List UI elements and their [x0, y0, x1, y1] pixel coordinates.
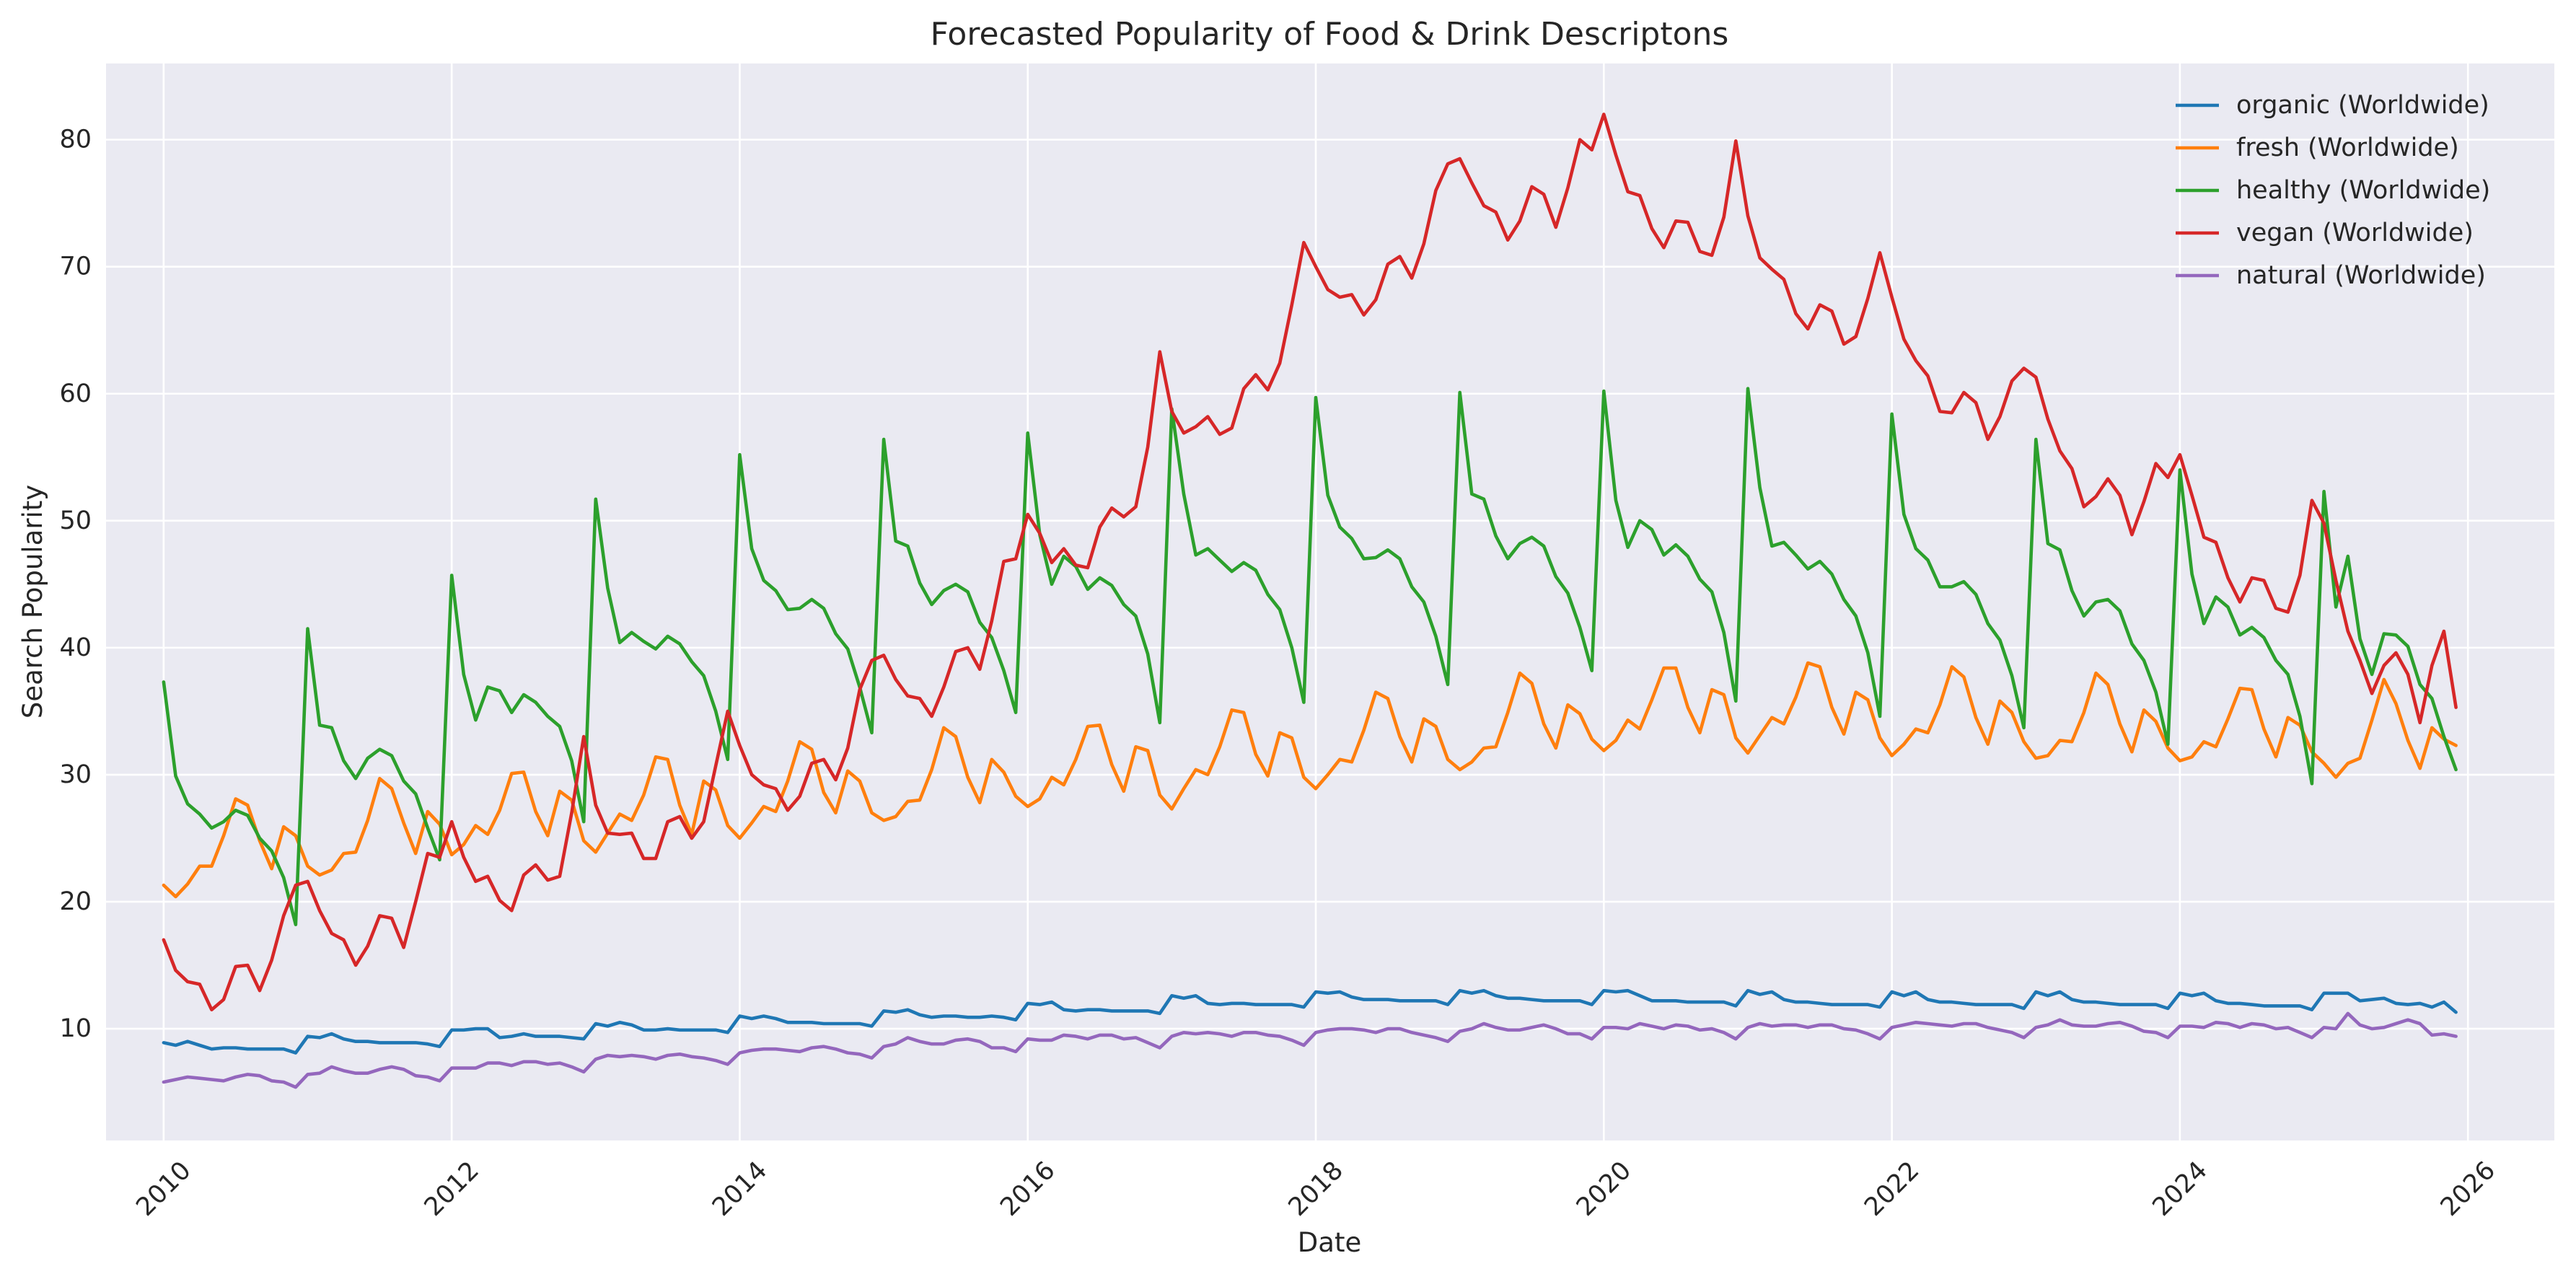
series-layer [162, 113, 2458, 1089]
series-line-4 [162, 1011, 2458, 1089]
series-line-3 [162, 113, 2458, 1011]
y-tick-label: 10 [59, 1014, 92, 1043]
y-tick-label: 60 [59, 379, 92, 408]
legend: organic (Worldwide) fresh (Worldwide) heal… [2176, 91, 2490, 290]
y-tick-label: 30 [59, 760, 92, 789]
y-tick-label: 80 [59, 126, 92, 154]
legend-label-1: fresh (Worldwide) [2236, 133, 2459, 162]
y-tick-label: 50 [59, 506, 92, 535]
y-tick-label: 20 [59, 887, 92, 916]
plot-area [106, 63, 2554, 1140]
y-axis: 10 20 30 40 50 60 70 80 [59, 126, 92, 1043]
y-tick-label: 70 [59, 252, 92, 281]
legend-label-0: organic (Worldwide) [2236, 91, 2489, 120]
legend-label-2: healthy (Worldwide) [2236, 176, 2490, 205]
series-line-1 [162, 661, 2458, 899]
chart-title: Forecasted Popularity of Food & Drink De… [931, 16, 1729, 53]
x-axis-label: Date [1298, 1227, 1361, 1258]
series-line-0 [162, 988, 2458, 1055]
y-axis-label: Search Popularity [17, 485, 48, 718]
y-tick-label: 40 [59, 633, 92, 662]
series-line-2 [162, 387, 2458, 926]
legend-label-3: vegan (Worldwide) [2236, 219, 2474, 247]
legend-label-4: natural (Worldwide) [2236, 261, 2486, 290]
